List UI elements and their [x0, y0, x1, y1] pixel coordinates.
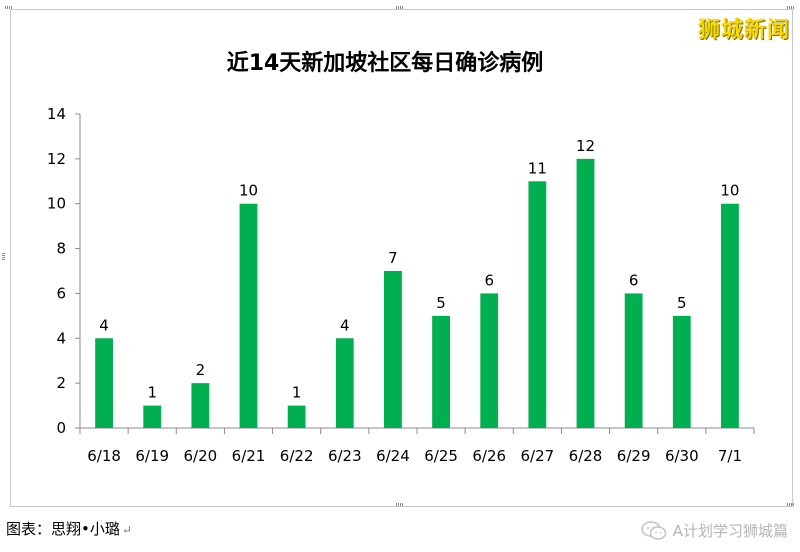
- chart-title: 近14天新加坡社区每日确诊病例: [227, 50, 544, 76]
- resize-handle-right-top[interactable]: [787, 6, 795, 9]
- account-name: A计划学习狮城篇: [672, 522, 788, 540]
- figure-caption: 图表：思翔•小璐 ↵: [6, 518, 132, 539]
- y-tick-label: 14: [47, 105, 66, 123]
- x-tick-label: 6/30: [665, 447, 699, 465]
- data-label: 4: [99, 316, 109, 334]
- x-tick-label: 6/18: [87, 447, 121, 465]
- bar: [721, 203, 739, 428]
- data-label: 1: [292, 384, 302, 402]
- bar: [672, 315, 691, 428]
- bar: [480, 293, 499, 428]
- bar: [143, 405, 162, 428]
- watermark-logo: 狮城新闻: [697, 18, 790, 43]
- y-tick-label: 12: [47, 150, 66, 168]
- x-tick-labels: 6/18 6/19 6/20 6/21 6/22 6/23 6/24 6/25 6/26 6/27…: [87, 447, 742, 465]
- data-label: 6: [484, 271, 494, 289]
- account-attribution: A计划学习狮城篇: [640, 520, 788, 541]
- x-tick-label: 6/28: [569, 447, 603, 465]
- x-tick-label: 7/1: [718, 447, 742, 465]
- bar: [432, 315, 450, 428]
- x-tick-label: 6/25: [424, 447, 458, 465]
- data-label: 7: [388, 249, 398, 267]
- data-label: 1: [147, 384, 157, 402]
- bar: [239, 203, 258, 428]
- data-label: 10: [239, 182, 258, 200]
- x-tick-label: 6/20: [184, 447, 218, 465]
- x-tick-label: 6/24: [376, 447, 410, 465]
- y-tick-label: 0: [56, 419, 66, 437]
- x-tick-label: 6/19: [135, 447, 169, 465]
- bar: [576, 158, 595, 428]
- bar: [528, 181, 547, 428]
- x-tick-label: 6/27: [521, 447, 555, 465]
- y-tick-label: 8: [56, 240, 66, 258]
- data-label: 11: [528, 159, 547, 177]
- resize-handle-right-bottom[interactable]: [787, 503, 795, 506]
- x-tick-label: 6/21: [232, 447, 266, 465]
- x-tick-label: 6/26: [472, 447, 506, 465]
- data-label: 4: [340, 316, 350, 334]
- bar: [335, 338, 354, 428]
- y-tick-label: 2: [56, 374, 66, 392]
- x-tick-label: 6/22: [280, 447, 314, 465]
- resize-handle-left-top[interactable]: [5, 6, 13, 9]
- bar: [384, 271, 402, 428]
- bars: [95, 158, 739, 428]
- wechat-icon: [640, 520, 666, 540]
- caption-text: 图表：思翔•小璐: [6, 520, 120, 538]
- bar: [287, 405, 306, 428]
- axes: [75, 113, 755, 434]
- data-label: 2: [196, 361, 206, 379]
- resize-handle-bottom[interactable]: [396, 503, 404, 506]
- resize-handle-top[interactable]: [396, 6, 404, 9]
- return-mark-icon: ↵: [121, 523, 132, 537]
- x-tick-label: 6/29: [617, 447, 651, 465]
- x-tick-label: 6/23: [328, 447, 362, 465]
- data-label: 5: [677, 294, 687, 312]
- data-label: 10: [720, 182, 739, 200]
- resize-handle-left[interactable]: [2, 252, 5, 260]
- data-label: 6: [629, 271, 639, 289]
- bar: [191, 383, 210, 428]
- data-label: 5: [436, 294, 446, 312]
- bar: [95, 338, 113, 428]
- y-tick-labels: 0 2 4 6 8 10 12 14: [47, 105, 66, 437]
- y-tick-label: 6: [56, 284, 66, 302]
- y-tick-label: 10: [47, 195, 66, 213]
- bar: [624, 293, 643, 428]
- y-tick-label: 4: [56, 329, 66, 347]
- data-label: 12: [576, 137, 595, 155]
